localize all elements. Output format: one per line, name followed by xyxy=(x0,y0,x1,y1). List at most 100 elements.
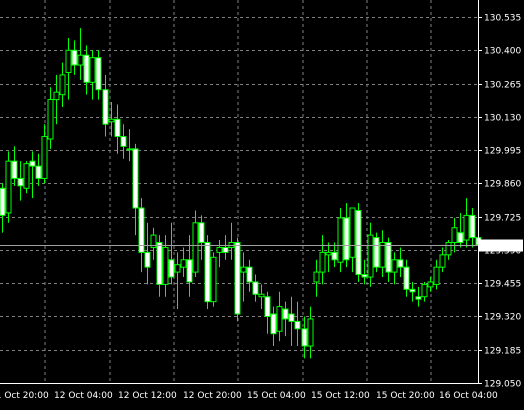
candle-body xyxy=(53,91,60,101)
time-axis: 11 Oct 20:00 12 Oct 04:00 12 Oct 12:00 12 O… xyxy=(0,383,498,401)
candle-body xyxy=(415,296,422,300)
price-tick-label: 129.455 xyxy=(484,280,521,290)
candle-body xyxy=(180,259,187,268)
candle-body xyxy=(168,259,175,278)
candle-body xyxy=(5,160,12,214)
time-tick-label: 15 Oct 12:00 xyxy=(311,391,370,401)
candle-body xyxy=(240,266,247,273)
candle-body xyxy=(282,308,289,320)
candle-body xyxy=(210,256,217,303)
candle-body xyxy=(156,242,163,285)
candle-body xyxy=(59,74,66,96)
price-tick-label: 129.185 xyxy=(484,347,521,357)
candle-body xyxy=(246,266,253,283)
candle-body xyxy=(403,266,410,290)
candle-body xyxy=(270,313,277,335)
candle-body xyxy=(463,214,470,241)
candle-body xyxy=(397,259,404,268)
time-tick-label: 15 Oct 04:00 xyxy=(247,391,306,401)
candle-body xyxy=(228,242,235,248)
candle-body xyxy=(439,254,446,268)
candle-body xyxy=(349,207,356,258)
current-price-label: 129.608 xyxy=(484,242,521,252)
candle-body xyxy=(35,165,42,179)
price-tick-label: 130.130 xyxy=(484,114,521,124)
candle-body xyxy=(301,328,308,347)
current-price-tag-bg xyxy=(479,239,523,252)
candle-body xyxy=(198,222,205,244)
time-tick-label: 16 Oct 04:00 xyxy=(439,391,498,401)
price-tick-label: 130.535 xyxy=(484,14,521,24)
price-tick-label: 129.725 xyxy=(484,214,521,224)
candle-body xyxy=(313,271,320,283)
candle-body xyxy=(65,49,72,73)
candle-body xyxy=(126,148,133,151)
price-tick-label: 130.400 xyxy=(484,47,521,57)
price-tick-label: 129.995 xyxy=(484,147,521,157)
candle-body xyxy=(307,318,314,347)
time-tick-label: 15 Oct 20:00 xyxy=(376,391,435,401)
candle-body xyxy=(409,288,416,293)
candle-body xyxy=(288,313,295,322)
candle-body xyxy=(108,118,115,123)
price-tick-label: 129.050 xyxy=(484,380,521,390)
candle-body xyxy=(150,234,157,248)
candle-body xyxy=(95,57,102,91)
candles-series xyxy=(0,28,482,359)
candle-body xyxy=(355,209,362,276)
candle-body xyxy=(162,246,169,285)
price-tick-label: 129.320 xyxy=(484,313,521,323)
candle-body xyxy=(361,274,368,278)
candle-body xyxy=(427,281,434,288)
candle-body xyxy=(83,54,90,83)
candle-body xyxy=(234,242,241,315)
candle-body xyxy=(469,214,476,239)
candle-body xyxy=(433,266,440,285)
candle-body xyxy=(252,281,259,295)
time-tick-label: 12 Oct 20:00 xyxy=(183,391,242,401)
candle-body xyxy=(132,148,139,209)
candle-body xyxy=(186,259,193,283)
candle-body xyxy=(343,217,350,261)
candle-body xyxy=(264,296,271,317)
candle-body xyxy=(11,160,18,179)
time-tick-label: 12 Oct 04:00 xyxy=(54,391,113,401)
candle-body xyxy=(138,207,145,253)
candle-body xyxy=(120,136,127,147)
candle-body xyxy=(77,54,84,66)
candle-body xyxy=(421,283,428,298)
candle-body xyxy=(192,222,199,273)
candle-body xyxy=(89,57,96,83)
candle-body xyxy=(47,99,54,140)
candle-body xyxy=(174,264,181,273)
candle-body xyxy=(385,242,392,273)
candle-body xyxy=(222,246,229,253)
candle-body xyxy=(17,177,24,187)
candle-body xyxy=(0,187,6,216)
time-tick-label: 11 Oct 20:00 xyxy=(0,391,49,401)
candle-body xyxy=(216,246,223,253)
candle-body xyxy=(276,306,283,332)
candle-body xyxy=(71,49,78,66)
candle-body xyxy=(258,293,265,298)
candle-body xyxy=(379,242,386,268)
price-tick-label: 129.860 xyxy=(484,180,521,190)
candle-body xyxy=(114,118,121,138)
candle-body xyxy=(144,251,151,268)
candle-body xyxy=(457,232,464,244)
candle-body xyxy=(204,242,211,303)
candle-body xyxy=(29,160,36,167)
candle-body xyxy=(337,217,344,263)
price-axis: 130.535 130.400 130.265 130.130 129.995 129.8… xyxy=(478,0,521,390)
candle-body xyxy=(391,259,398,273)
candle-body xyxy=(325,251,332,256)
candle-body xyxy=(23,163,30,189)
time-tick-label: 12 Oct 12:00 xyxy=(118,391,177,401)
candle-body xyxy=(373,237,380,268)
candle-body xyxy=(294,320,301,330)
candle-body xyxy=(41,136,48,179)
candle-body xyxy=(367,234,374,278)
candle-body xyxy=(102,89,109,125)
price-tick-label: 130.265 xyxy=(484,81,521,91)
